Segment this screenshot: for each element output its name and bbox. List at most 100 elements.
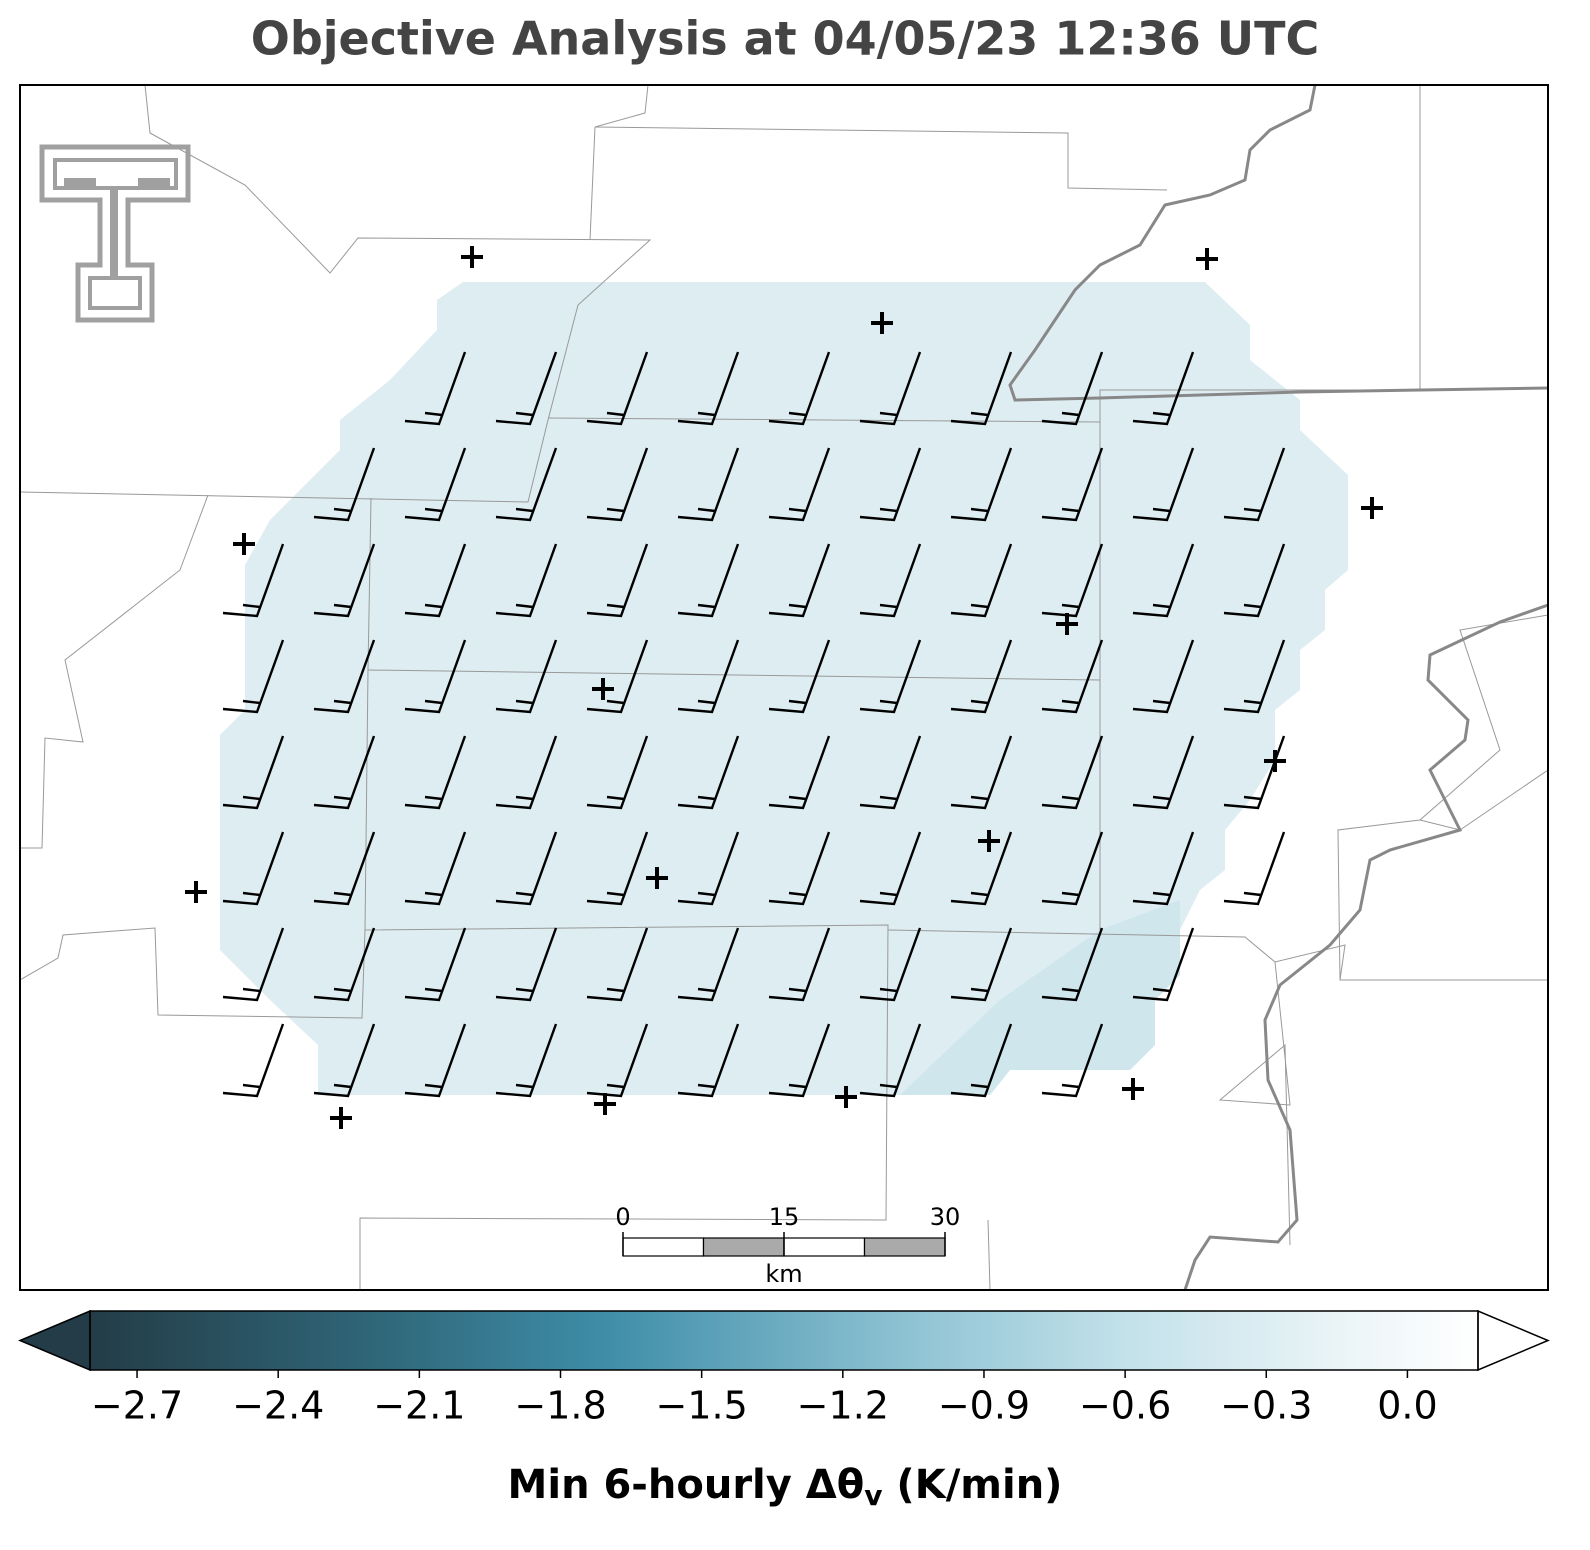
wind-barb bbox=[677, 639, 740, 714]
stations bbox=[185, 246, 1383, 1129]
wind-barb bbox=[859, 351, 922, 426]
colorbar-tick-label: −2.4 bbox=[232, 1384, 324, 1428]
station bbox=[185, 881, 207, 903]
station bbox=[461, 246, 483, 268]
extend-max bbox=[1477, 1309, 1550, 1372]
wind-barb bbox=[950, 351, 1013, 426]
wind-barb bbox=[313, 447, 376, 522]
wind-barb bbox=[950, 831, 1013, 906]
ttu-logo bbox=[39, 144, 191, 323]
wind-barb bbox=[404, 447, 467, 522]
wind-barb bbox=[677, 927, 740, 1002]
wind-barb bbox=[313, 1023, 376, 1098]
wind-barb bbox=[768, 1023, 831, 1098]
station bbox=[233, 533, 255, 555]
wind-barb bbox=[859, 831, 922, 906]
colorbar-gradient bbox=[90, 1311, 1478, 1370]
station bbox=[594, 1093, 616, 1115]
station bbox=[1196, 248, 1218, 270]
wind-barb bbox=[222, 927, 285, 1002]
wind-barb bbox=[1132, 639, 1195, 714]
wind-barb bbox=[859, 735, 922, 810]
wind-barb bbox=[1132, 735, 1195, 810]
state-border bbox=[1008, 85, 1548, 1290]
wind-barb bbox=[768, 831, 831, 906]
wind-barb bbox=[768, 543, 831, 618]
colorbar-tick-label: 0.0 bbox=[1377, 1384, 1437, 1428]
wind-barb bbox=[950, 543, 1013, 618]
wind-barb bbox=[1041, 447, 1104, 522]
wind-barb bbox=[313, 639, 376, 714]
colorbar-tick-label: −1.5 bbox=[656, 1384, 748, 1428]
wind-barb bbox=[586, 447, 649, 522]
station bbox=[835, 1086, 857, 1108]
wind-barb bbox=[495, 639, 558, 714]
wind-barb bbox=[222, 831, 285, 906]
wind-barb bbox=[1041, 351, 1104, 426]
scale-segment bbox=[863, 1237, 946, 1257]
wind-barb bbox=[950, 927, 1013, 1002]
wind-barb bbox=[1041, 735, 1104, 810]
station bbox=[1264, 750, 1286, 772]
colorbar-label: Min 6-hourly Δθv (K/min) bbox=[508, 1462, 1063, 1512]
wind-barb bbox=[495, 735, 558, 810]
station bbox=[330, 1107, 352, 1129]
wind-barb bbox=[313, 543, 376, 618]
colorbar-tick-label: −2.1 bbox=[373, 1384, 465, 1428]
station bbox=[1056, 613, 1078, 635]
wind-barb bbox=[404, 351, 467, 426]
colorbar-tick-label: −1.2 bbox=[797, 1384, 889, 1428]
colorbar-tick-label: −2.7 bbox=[91, 1384, 183, 1428]
wind-barb bbox=[677, 447, 740, 522]
wind-barb bbox=[404, 831, 467, 906]
wind-barb bbox=[950, 447, 1013, 522]
wind-barb bbox=[859, 447, 922, 522]
wind-barbs bbox=[222, 351, 1286, 1098]
wind-barb bbox=[1041, 927, 1104, 1002]
colorbar-tick-label: −0.9 bbox=[938, 1384, 1030, 1428]
wind-barb bbox=[1132, 351, 1195, 426]
wind-barb bbox=[1132, 831, 1195, 906]
scale-segment bbox=[622, 1237, 705, 1257]
colorbar-frame bbox=[89, 1310, 1479, 1371]
wind-barb bbox=[586, 351, 649, 426]
colorbar-tick-label: −0.6 bbox=[1079, 1384, 1171, 1428]
wind-barb bbox=[586, 831, 649, 906]
wind-barb bbox=[768, 735, 831, 810]
wind-barb bbox=[586, 639, 649, 714]
wind-barb bbox=[495, 927, 558, 1002]
station bbox=[1122, 1078, 1144, 1100]
wind-barb bbox=[859, 543, 922, 618]
scale-bar: 0 15 30 km bbox=[615, 1203, 960, 1288]
colorbar: −2.7 −2.4 −2.1 −1.8 −1.5 −1.2 −0.9 −0.6 −0.3 0.0 bbox=[18, 1309, 1550, 1428]
wind-barb bbox=[1132, 927, 1195, 1002]
label-unit: (K/min) bbox=[882, 1462, 1062, 1508]
wind-barb bbox=[495, 351, 558, 426]
scale-segment bbox=[783, 1237, 866, 1257]
wind-barb bbox=[586, 927, 649, 1002]
wind-barb bbox=[222, 543, 285, 618]
wind-barb bbox=[859, 1023, 922, 1098]
wind-barb bbox=[1132, 543, 1195, 618]
wind-barb bbox=[677, 735, 740, 810]
wind-barb bbox=[859, 927, 922, 1002]
wind-barb bbox=[1223, 639, 1286, 714]
map-frame bbox=[19, 84, 1549, 1291]
wind-barb bbox=[495, 831, 558, 906]
wind-barb bbox=[950, 1023, 1013, 1098]
label-main: Min 6-hourly Δθ bbox=[508, 1462, 865, 1508]
station bbox=[592, 678, 614, 700]
field-highlight bbox=[900, 900, 1180, 1095]
wind-barb bbox=[1041, 639, 1104, 714]
wind-barb bbox=[768, 447, 831, 522]
wind-barb bbox=[495, 1023, 558, 1098]
scale-label: 30 bbox=[930, 1203, 961, 1231]
colorbar-tick-label: −0.3 bbox=[1220, 1384, 1312, 1428]
wind-barb bbox=[677, 543, 740, 618]
wind-barb bbox=[768, 351, 831, 426]
wind-barb bbox=[222, 1023, 285, 1098]
title: Objective Analysis at 04/05/23 12:36 UTC bbox=[251, 12, 1320, 66]
colorbar-tick-label: −1.8 bbox=[514, 1384, 606, 1428]
wind-barb bbox=[1041, 543, 1104, 618]
